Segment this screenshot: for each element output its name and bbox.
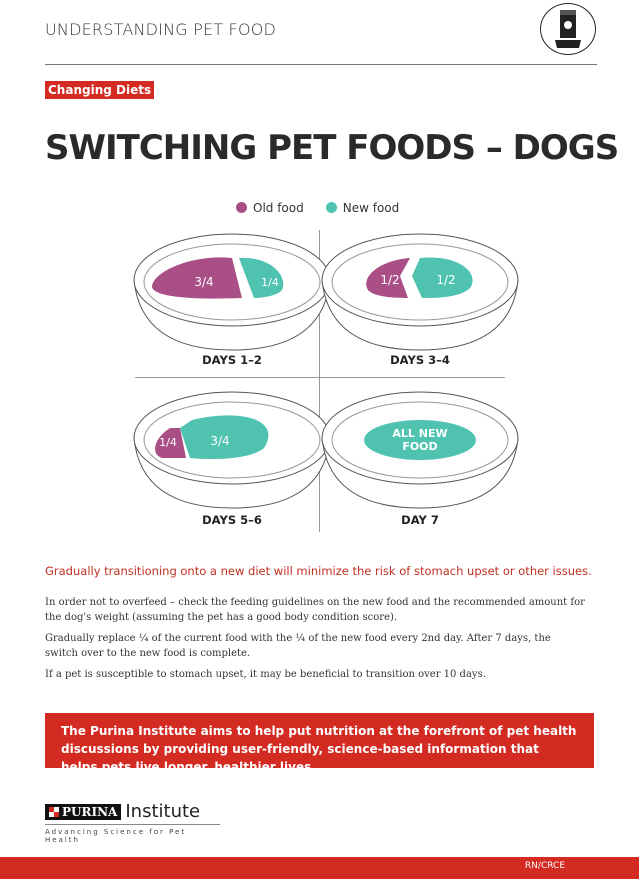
panel-label: DAY 7 — [401, 513, 439, 527]
bowl-days-5-6: 1/4 3/4 — [133, 391, 331, 509]
footer-bar: RN/CRCE — [0, 857, 639, 879]
all-new-label-2: FOOD — [402, 440, 437, 453]
legend-old: Old food — [236, 201, 304, 215]
paragraph: Gradually replace ¼ of the current food … — [45, 633, 551, 659]
legend-new: New food — [325, 201, 400, 215]
new-portion-label: 3/4 — [210, 434, 229, 448]
bowl-day-7: ALL NEW FOOD — [321, 391, 519, 509]
intro-text: Gradually transitioning onto a new diet … — [45, 564, 592, 578]
panel-label: DAYS 3–4 — [390, 353, 450, 367]
grid-divider-horizontal — [135, 377, 505, 378]
legend: Old food New food — [236, 201, 399, 215]
new-food-dot-icon — [325, 202, 337, 213]
panel-label: DAYS 5–6 — [202, 513, 262, 527]
old-portion-label: 1/2 — [380, 273, 399, 287]
header-divider — [45, 64, 597, 65]
old-portion-label: 3/4 — [194, 275, 213, 289]
new-food-portion — [239, 257, 284, 298]
bowl-days-1-2: 3/4 1/4 — [133, 233, 331, 351]
purina-institute-logo: PURINA Institute — [45, 801, 200, 822]
grid-divider-vertical — [319, 230, 320, 532]
pet-food-bag-icon — [540, 3, 596, 55]
all-new-label: ALL NEW — [392, 427, 447, 440]
legend-old-label: Old food — [253, 201, 304, 215]
checkerboard-icon — [49, 806, 59, 817]
panel-label: DAYS 1–2 — [202, 353, 262, 367]
legend-new-label: New food — [342, 201, 400, 215]
paragraph: In order not to overfeed – check the fee… — [45, 597, 585, 623]
header-title: UNDERSTANDING PET FOOD — [45, 20, 277, 39]
purina-wordmark: PURINA — [62, 804, 118, 819]
paragraph: If a pet is susceptible to stomach upset… — [45, 669, 486, 680]
bowl-days-3-4: 1/2 1/2 — [321, 233, 519, 351]
category-tag: Changing Diets — [45, 81, 155, 99]
old-food-dot-icon — [236, 202, 247, 213]
page-title: SWITCHING PET FOODS – DOGS — [45, 128, 619, 168]
brand-tagline: Advancing Science for Pet Health — [45, 824, 220, 844]
new-portion-label: 1/4 — [261, 276, 279, 289]
old-food-portion — [152, 257, 242, 299]
footer-code: RN/CRCE — [524, 861, 565, 871]
old-portion-label: 1/4 — [159, 436, 177, 449]
institute-wordmark: Institute — [125, 801, 201, 822]
new-portion-label: 1/2 — [436, 273, 455, 287]
mission-banner: The Purina Institute aims to help put nu… — [45, 713, 594, 774]
